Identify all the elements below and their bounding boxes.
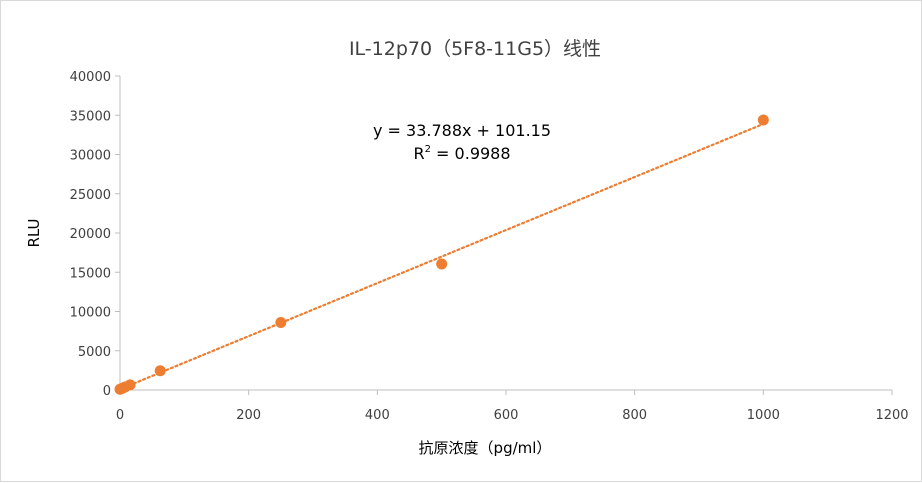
r-squared-label: R2 = 0.9988: [413, 144, 510, 163]
x-axis-label: 抗原浓度（pg/ml）: [419, 439, 552, 457]
x-tick-label: 1000: [747, 408, 780, 423]
y-tick-label: 5000: [78, 345, 111, 360]
y-tick-label: 0: [103, 384, 111, 399]
trendline-layer: [118, 122, 765, 391]
y-tick-label: 20000: [70, 227, 111, 242]
data-point: [124, 379, 136, 391]
y-tick-label: 40000: [70, 70, 111, 85]
data-point: [436, 258, 448, 270]
data-points: [114, 114, 769, 395]
trendline-equation: y = 33.788x + 101.15: [373, 121, 551, 140]
x-tick-label: 1200: [875, 408, 908, 423]
data-point: [275, 316, 287, 328]
r-squared-value: = 0.9988: [431, 144, 511, 163]
x-tick-label: 0: [116, 408, 124, 423]
y-tick-label: 30000: [70, 149, 111, 164]
x-tick-labels: 0 200 400 600 800 1000 1200: [116, 390, 909, 423]
data-point: [154, 365, 166, 377]
x-tick-label: 800: [622, 408, 647, 423]
r-squared-superscript: 2: [425, 144, 431, 155]
y-tick-label: 10000: [70, 306, 111, 321]
r-squared-prefix: R: [413, 144, 424, 163]
chart-title: IL-12p70（5F8-11G5）线性: [349, 38, 601, 60]
x-tick-label: 200: [236, 408, 261, 423]
y-tick-label: 25000: [70, 188, 111, 203]
data-point: [757, 114, 769, 126]
linear-trendline: [118, 122, 765, 391]
y-tick-label: 35000: [70, 109, 111, 124]
y-axis-label: RLU: [25, 218, 43, 247]
y-tick-label: 15000: [70, 266, 111, 281]
x-tick-label: 400: [365, 408, 390, 423]
y-tick-labels: 0 5000 10000 15000 20000 25000 30000 35000 40000: [70, 70, 120, 399]
x-tick-label: 600: [494, 408, 519, 423]
